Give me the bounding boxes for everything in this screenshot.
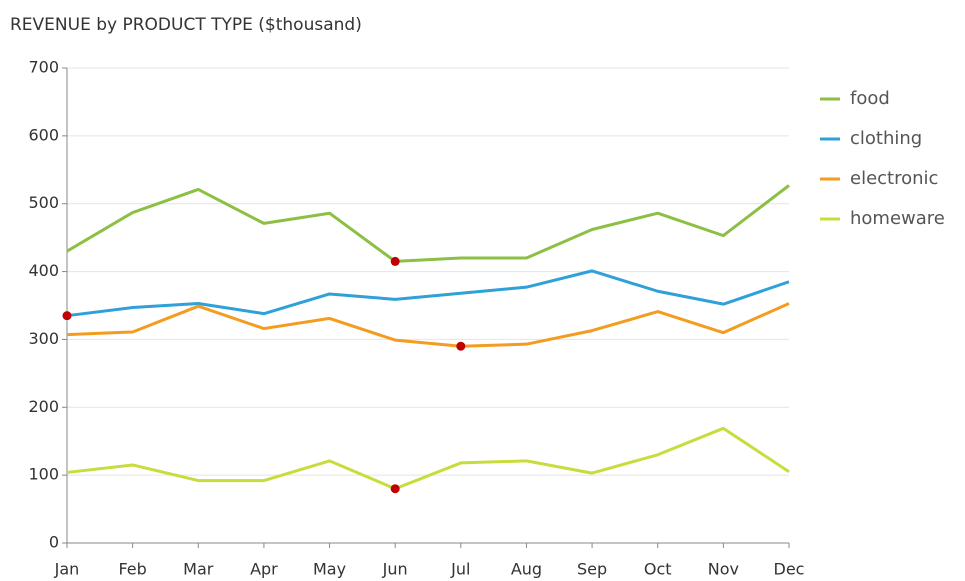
min-marker [62,311,72,321]
chart-title: REVENUE by PRODUCT TYPE ($thousand) [10,15,362,35]
y-tick-label: 500 [28,193,59,212]
x-tick-label: Jan [54,560,80,579]
y-tick-label: 600 [28,125,59,144]
x-tick-label: Nov [708,560,739,579]
x-tick-label: Oct [644,560,672,579]
x-tick-label: Apr [250,560,278,579]
min-marker [390,484,400,494]
x-tick-label: Aug [511,560,542,579]
y-tick-label: 200 [28,397,59,416]
legend-label: clothing [850,128,922,149]
min-marker [390,256,400,266]
min-marker [456,341,466,351]
series-line [66,184,790,263]
series-line [66,269,790,318]
y-tick-label: 400 [28,261,59,280]
legend-label: food [850,88,890,109]
x-tick-label: Jun [382,560,408,579]
y-tick-label: 300 [28,329,59,348]
y-tick-label: 700 [28,58,59,77]
series-line [66,426,790,491]
x-tick-label: Sep [577,560,607,579]
legend-label: electronic [850,168,938,189]
y-tick-label: 0 [49,533,59,552]
x-tick-label: Jul [450,560,470,579]
x-tick-label: Dec [774,560,805,579]
x-tick-label: Feb [118,560,146,579]
x-tick-label: Mar [183,560,214,579]
legend-label: homeware [850,208,945,229]
series-line [66,302,790,348]
x-tick-label: May [313,560,346,579]
y-tick-label: 100 [28,465,59,484]
